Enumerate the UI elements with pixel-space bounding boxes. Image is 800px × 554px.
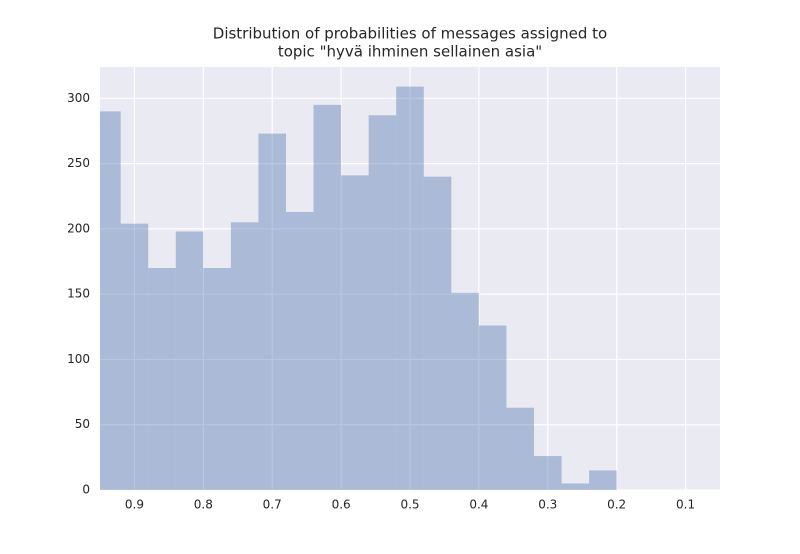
y-tick-label: 300: [67, 91, 90, 105]
x-tick-label: 0.3: [538, 498, 557, 512]
x-tick-label: 0.2: [607, 498, 626, 512]
bar: [478, 325, 507, 490]
x-tick-label: 0.8: [194, 498, 213, 512]
bar: [120, 223, 149, 490]
bar: [506, 407, 534, 490]
bar: [423, 176, 452, 490]
bar: [589, 470, 617, 490]
bar: [561, 483, 590, 490]
y-tick-label: 100: [67, 352, 90, 366]
bar: [396, 86, 424, 490]
y-tick-label: 250: [67, 156, 90, 170]
x-tick-label: 0.6: [332, 498, 351, 512]
chart-title-line: Distribution of probabilities of message…: [213, 25, 607, 43]
x-tick-label: 0.7: [263, 498, 282, 512]
bar: [534, 456, 562, 490]
y-tick-label: 0: [82, 483, 90, 497]
y-tick-label: 150: [67, 287, 90, 301]
bar: [341, 175, 369, 490]
x-tick-label: 0.1: [676, 498, 695, 512]
bar: [175, 231, 204, 490]
bar: [286, 211, 314, 490]
x-tick-label: 0.4: [469, 498, 488, 512]
bar: [258, 133, 286, 491]
bar: [451, 292, 479, 490]
bar: [100, 111, 121, 490]
bar: [203, 268, 231, 490]
bar: [313, 104, 342, 490]
bar: [148, 268, 176, 490]
y-tick-label: 50: [75, 417, 90, 431]
y-tick-label: 200: [67, 221, 90, 235]
x-tick-label: 0.9: [125, 498, 144, 512]
bar: [230, 222, 259, 490]
x-tick-label: 0.5: [400, 498, 419, 512]
bar: [368, 115, 397, 491]
chart-title-line: topic "hyvä ihminen sellainen asia": [278, 43, 542, 61]
